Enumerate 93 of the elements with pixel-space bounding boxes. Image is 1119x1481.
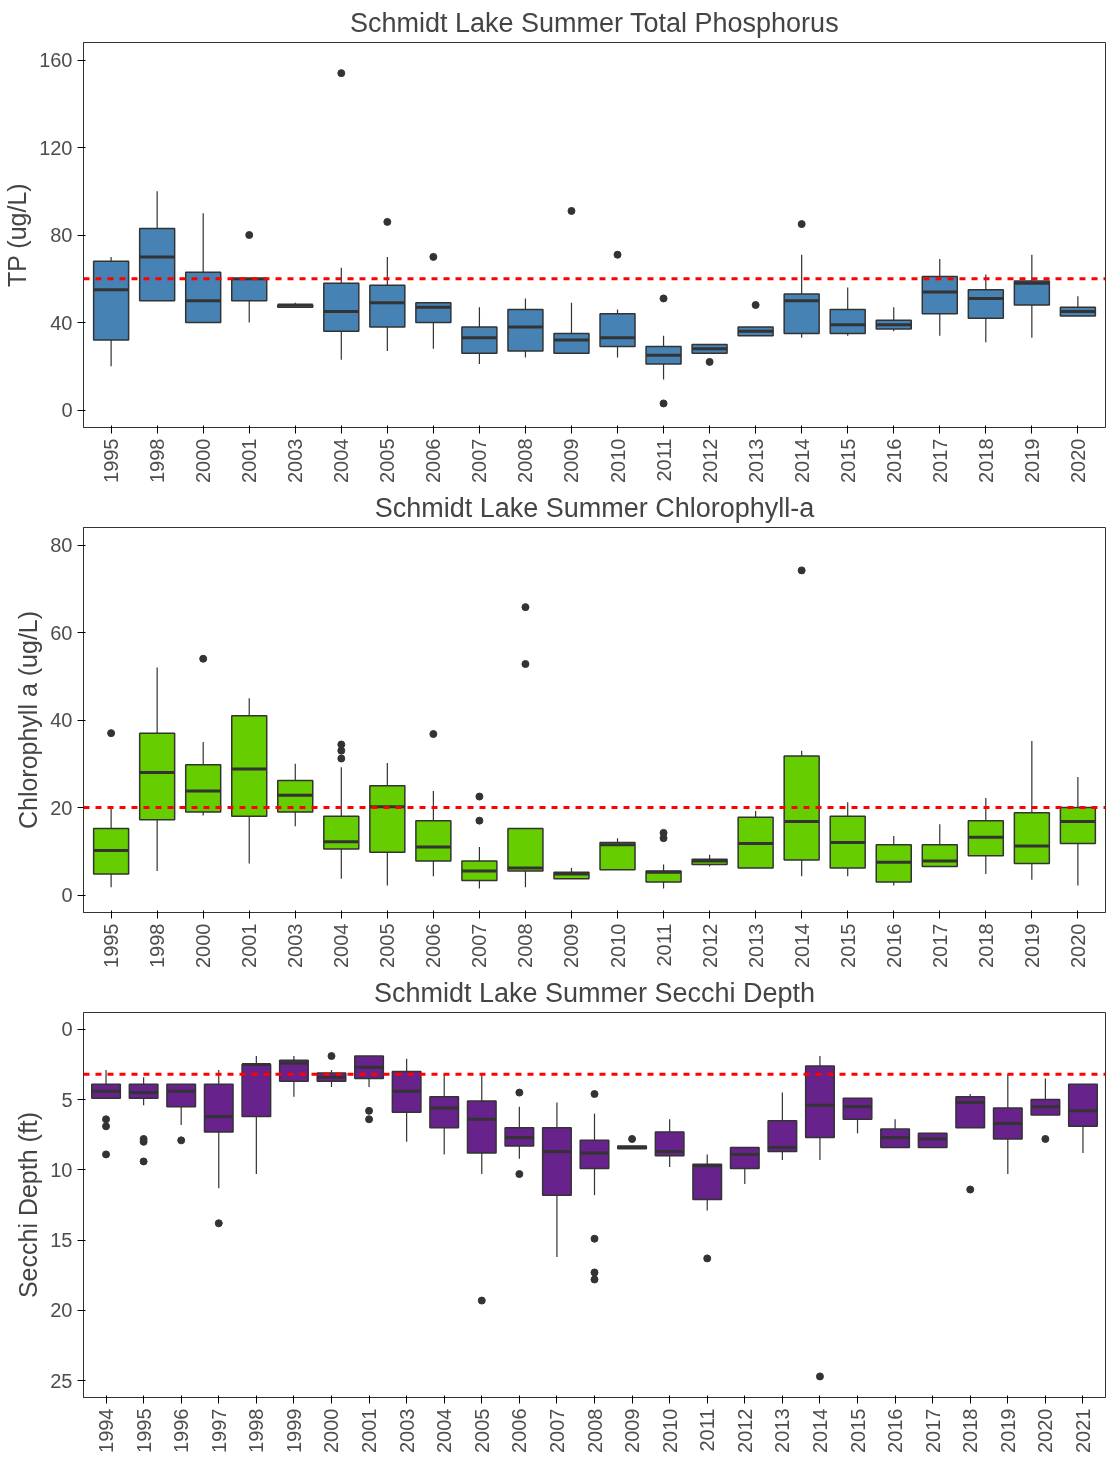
y-tick-label: 80 [50, 224, 73, 246]
x-tick-label: 2004 [433, 1408, 456, 1453]
x-tick-label: 2012 [698, 923, 721, 968]
x-tick-label: 2004 [330, 923, 353, 968]
x-tick-label: 2013 [744, 438, 767, 483]
x-tick-label: 1999 [282, 1408, 305, 1453]
x-tick-label: 2008 [514, 438, 537, 483]
x-tick-label: 2008 [514, 923, 537, 968]
x-tick-label: 2011 [696, 1408, 719, 1452]
x-tick-label: 2009 [560, 923, 583, 968]
x-tick-label: 2001 [238, 923, 261, 968]
x-tick-label: 2010 [658, 1408, 681, 1453]
x-tick-label: 2014 [808, 1408, 831, 1453]
x-tick-label: 2018 [959, 1408, 982, 1453]
x-tick-label: 2001 [238, 438, 261, 483]
x-tick-label: 2007 [468, 438, 491, 483]
x-tick-label: 2020 [1066, 438, 1089, 483]
x-tick-label: 2001 [358, 1408, 381, 1453]
x-tick-label: 2008 [583, 1408, 606, 1453]
y-tick-label: 0 [61, 884, 73, 906]
x-tick-label: 2005 [376, 438, 399, 483]
x-tick-label: 1998 [146, 923, 169, 968]
x-tick-label: 2003 [284, 923, 307, 968]
x-tick-label: 2013 [771, 1408, 794, 1453]
x-tick-label: 2005 [376, 923, 399, 968]
x-tick-label: 2015 [836, 438, 859, 483]
x-tick-label: 2000 [320, 1408, 343, 1453]
y-tick-label: 15 [50, 1229, 73, 1252]
y-tick-label: 0 [61, 399, 73, 421]
x-tick-label: 2004 [330, 438, 353, 483]
x-tick-label: 1995 [132, 1408, 155, 1453]
y-tick-label: 10 [50, 1158, 73, 1181]
y-tick-label: 20 [50, 1299, 73, 1322]
x-tick-label: 2012 [698, 438, 721, 483]
x-tick-label: 2017 [928, 438, 951, 483]
y-tick-label: 60 [50, 621, 73, 644]
x-tick-label: 2020 [1066, 923, 1089, 968]
x-tick-label: 2003 [395, 1408, 418, 1453]
x-tick-label: 2015 [836, 923, 859, 968]
x-tick-label: 2011 [652, 923, 675, 967]
x-tick-label: 1998 [245, 1408, 268, 1453]
x-tick-label: 2003 [284, 438, 307, 483]
x-tick-label: 2016 [884, 1408, 907, 1453]
y-axis-title: TP (ug/L) [3, 183, 32, 288]
x-tick-label: 2018 [974, 923, 997, 968]
x-tick-label: 2019 [1020, 923, 1043, 968]
y-tick-label: 40 [50, 311, 73, 334]
x-tick-label: 2000 [192, 923, 215, 968]
x-tick-label: 2021 [1071, 1408, 1094, 1453]
x-tick-label: 1994 [95, 1408, 118, 1453]
chart-title: Schmidt Lake Summer Secchi Depth [373, 977, 816, 1008]
y-tick-label: 80 [50, 534, 73, 556]
x-tick-label: 1995 [100, 923, 123, 968]
chart-title: Schmidt Lake Summer Total Phosphorus [349, 7, 839, 38]
x-tick-label: 2016 [882, 438, 905, 483]
x-tick-label: 2006 [508, 1408, 531, 1453]
x-tick-label: 2010 [606, 923, 629, 968]
x-tick-label: 2012 [733, 1408, 756, 1453]
x-tick-label: 2009 [621, 1408, 644, 1453]
x-tick-label: 2020 [1034, 1408, 1057, 1453]
y-tick-label: 0 [61, 1018, 73, 1041]
x-tick-label: 1997 [207, 1408, 230, 1453]
x-tick-label: 2000 [192, 438, 215, 483]
x-tick-label: 2006 [422, 923, 445, 968]
y-tick-label: 40 [50, 709, 73, 731]
x-tick-label: 2019 [1020, 438, 1043, 483]
chart-title: Schmidt Lake Summer Chlorophyll-a [374, 492, 816, 523]
x-tick-label: 2010 [606, 438, 629, 483]
x-tick-label: 2007 [545, 1408, 568, 1453]
y-tick-label: 120 [39, 136, 73, 159]
x-tick-label: 2016 [882, 923, 905, 968]
y-axis-title: Chlorophyll a (ug/L) [14, 610, 43, 830]
x-tick-label: 2006 [422, 438, 445, 483]
x-tick-label: 2014 [790, 438, 813, 483]
x-tick-label: 1998 [146, 438, 169, 483]
x-tick-label: 2005 [470, 1408, 493, 1453]
x-tick-label: 2018 [974, 438, 997, 483]
x-tick-label: 2007 [468, 923, 491, 968]
x-tick-label: 2013 [744, 923, 767, 968]
x-tick-label: 2015 [846, 1408, 869, 1453]
x-tick-label: 2019 [996, 1408, 1019, 1453]
y-axis-title: Secchi Depth (ft) [14, 1111, 43, 1299]
x-tick-label: 2014 [790, 923, 813, 968]
x-tick-label: 1995 [100, 438, 123, 483]
y-tick-label: 160 [39, 49, 73, 71]
x-tick-label: 2011 [652, 438, 675, 482]
x-tick-label: 2009 [560, 438, 583, 483]
y-tick-label: 5 [61, 1088, 73, 1111]
x-tick-label: 2017 [921, 1408, 944, 1453]
x-tick-label: 2017 [928, 923, 951, 968]
y-tick-label: 20 [50, 796, 73, 819]
y-tick-label: 25 [50, 1369, 73, 1392]
x-tick-label: 1996 [170, 1408, 193, 1453]
